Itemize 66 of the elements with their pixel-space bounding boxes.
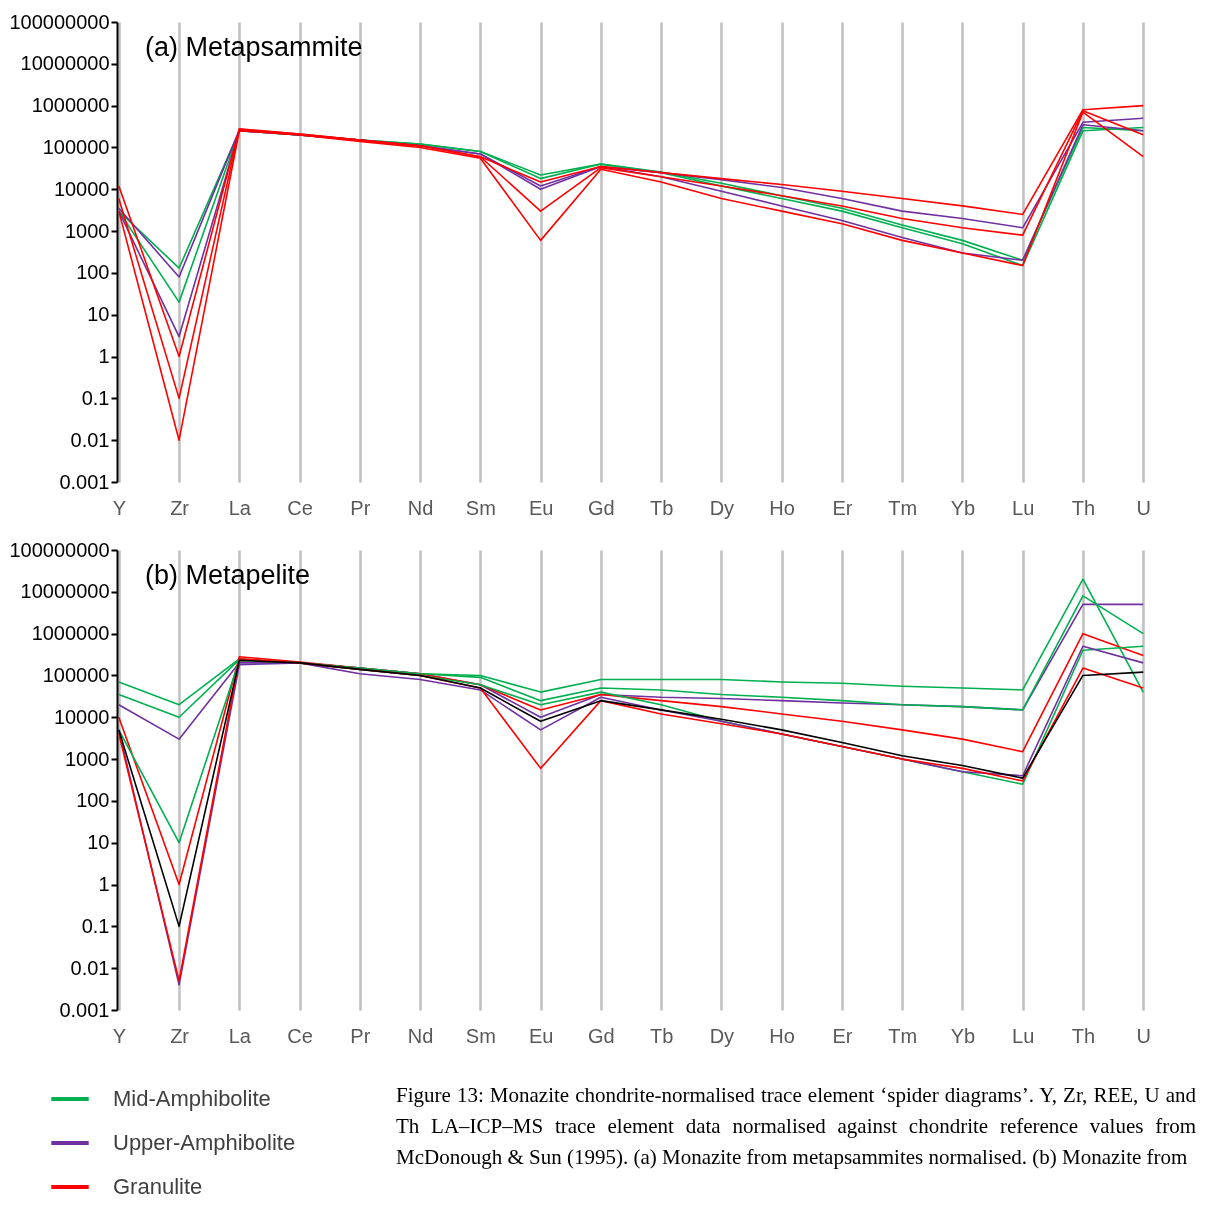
y-tick-label: 10 <box>87 831 110 854</box>
y-tick-label: 1000000 <box>31 94 110 117</box>
legend-label: Mid-Amphibolite <box>113 1086 271 1111</box>
y-tick-label: 1 <box>98 345 110 368</box>
x-tick-label: Dy <box>709 496 735 519</box>
y-tick-label: 0.1 <box>81 386 110 409</box>
y-tick-label: 100000000 <box>9 538 110 561</box>
y-tick-label: 100 <box>76 261 110 284</box>
x-tick-label: Th <box>1071 1024 1096 1047</box>
x-tick-label: U <box>1136 1024 1151 1047</box>
x-tick-label: Zr <box>170 1024 190 1047</box>
y-tick-label: 0.01 <box>70 956 110 979</box>
x-tick-label: Yb <box>950 496 976 519</box>
legend-label: Granulite <box>113 1174 203 1199</box>
legend-label: Upper-Amphibolite <box>113 1130 296 1155</box>
x-tick-label: Gd <box>588 1024 615 1047</box>
y-tick-label: 0.001 <box>59 470 110 493</box>
x-tick-label: Nd <box>407 496 434 519</box>
x-tick-label: Ce <box>287 496 313 519</box>
y-tick-label: 0.01 <box>70 428 110 451</box>
x-tick-label: Eu <box>528 1024 554 1047</box>
x-tick-label: U <box>1136 496 1151 519</box>
y-tick-label: 10 <box>87 303 110 326</box>
x-tick-label: Y <box>112 1024 126 1047</box>
x-tick-label: Eu <box>528 496 554 519</box>
x-tick-label: La <box>228 1024 252 1047</box>
y-tick-label: 10000 <box>53 705 110 728</box>
x-tick-label: La <box>228 496 252 519</box>
chart-title: (b) Metapelite <box>145 560 311 590</box>
x-tick-label: Sm <box>465 1024 496 1047</box>
x-tick-label: Gd <box>588 496 615 519</box>
y-tick-label: 100 <box>76 789 110 812</box>
y-tick-label: 1000 <box>65 747 110 770</box>
y-tick-label: 0.1 <box>81 914 110 937</box>
x-tick-label: Dy <box>709 1024 735 1047</box>
chart-title: (a) Metapsammite <box>145 32 363 62</box>
x-tick-label: Tm <box>888 496 918 519</box>
x-tick-label: Pr <box>350 496 371 519</box>
y-tick-label: 10000000 <box>20 580 110 603</box>
x-tick-label: Tb <box>649 496 674 519</box>
y-tick-label: 100000000 <box>9 10 110 33</box>
y-tick-label: 1000000 <box>31 622 110 645</box>
x-tick-label: Pr <box>350 1024 371 1047</box>
x-tick-label: Tb <box>649 1024 674 1047</box>
y-tick-label: 0.001 <box>59 998 110 1021</box>
x-tick-label: Yb <box>950 1024 976 1047</box>
x-tick-label: Er <box>832 496 853 519</box>
x-tick-label: Ce <box>287 1024 313 1047</box>
x-tick-label: Lu <box>1012 1024 1035 1047</box>
y-tick-label: 10000 <box>53 177 110 200</box>
x-tick-label: Lu <box>1012 496 1035 519</box>
y-tick-label: 10000000 <box>20 52 110 75</box>
x-tick-label: Zr <box>170 496 190 519</box>
x-tick-label: Ho <box>769 496 795 519</box>
y-tick-label: 100000 <box>42 135 110 158</box>
x-tick-label: Er <box>832 1024 853 1047</box>
y-tick-label: 100000 <box>42 663 110 686</box>
x-tick-label: Th <box>1071 496 1096 519</box>
x-tick-label: Sm <box>465 496 496 519</box>
x-tick-label: Y <box>112 496 126 519</box>
caption: Figure 13: Monazite chondrite-normalised trace element ‘spider diagrams’. Y, Zr, REE, U and Th LA–ICP–MS trace element data normalised against chondrite reference values from McDonough & Sun (1995). (a) Monazite from metapsammites normalised. (b) Monazite from <box>396 1082 1196 1171</box>
x-tick-label: Tm <box>888 1024 918 1047</box>
y-tick-label: 1000 <box>65 219 110 242</box>
x-tick-label: Ho <box>769 1024 795 1047</box>
x-tick-label: Nd <box>407 1024 434 1047</box>
y-tick-label: 1 <box>98 873 110 896</box>
